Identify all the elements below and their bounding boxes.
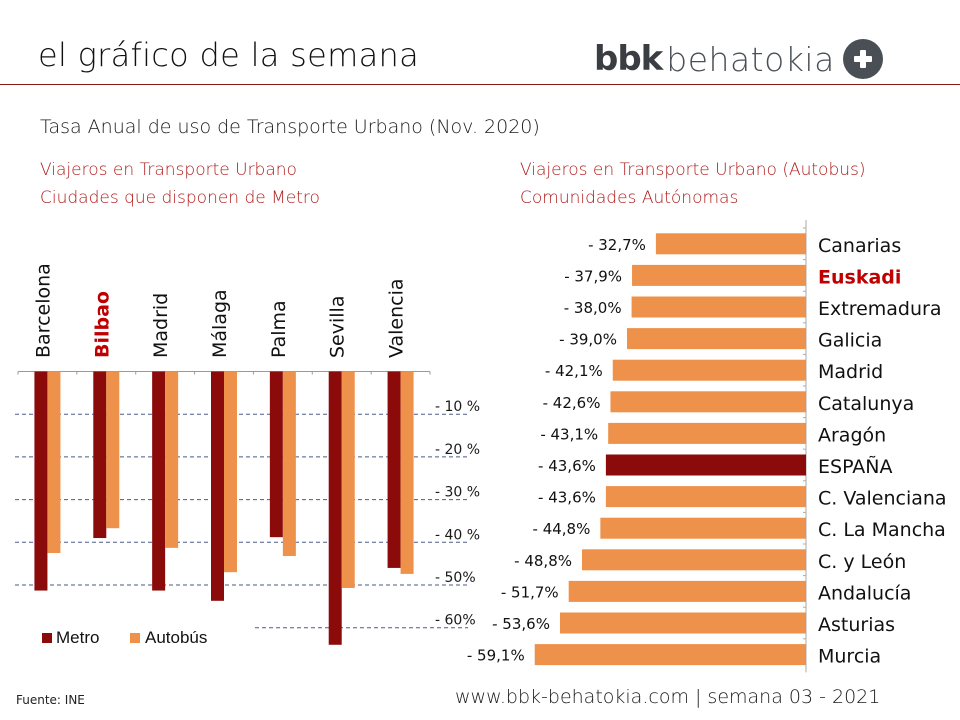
legend-label-autobus: Autobús xyxy=(145,628,207,647)
bar xyxy=(610,391,806,413)
bar-autobus xyxy=(282,371,296,556)
bar xyxy=(600,517,806,539)
y-tick-label: - 30 % xyxy=(435,485,480,501)
bar-autobus xyxy=(400,371,414,574)
category-label: Bilbao xyxy=(91,291,113,358)
data-label: - 32,7% xyxy=(588,236,646,254)
logo-behatokia: behatokia xyxy=(666,39,835,79)
category-label: Canarias xyxy=(818,235,901,257)
right-panel-line1: Viajeros en Transporte Urbano (Autobus) xyxy=(520,160,866,180)
bar-metro xyxy=(387,371,401,568)
category-label: Asturias xyxy=(818,614,895,636)
bar-autobus xyxy=(165,371,179,548)
bar xyxy=(612,359,806,381)
data-label: - 37,9% xyxy=(564,267,622,285)
data-label: - 43,6% xyxy=(538,489,596,507)
bar-autobus xyxy=(47,371,61,553)
page-title: el gráfico de la semana xyxy=(38,36,419,74)
bar-autobus xyxy=(224,371,237,573)
category-label: Madrid xyxy=(818,361,883,383)
regions-bus-chart: - 32,7% Canarias - 37,9% Euskadi - 38,0% Extr… xyxy=(467,220,947,673)
data-label: - 39,0% xyxy=(559,331,617,349)
category-label: Barcelona xyxy=(32,263,54,358)
bar-metro xyxy=(93,371,107,539)
legend-swatch-autobus xyxy=(130,633,140,643)
data-label: - 59,1% xyxy=(467,647,525,665)
bar-autobus xyxy=(341,371,355,588)
brand-logo: bbk behatokia xyxy=(594,38,883,80)
bar xyxy=(559,612,806,634)
category-label: Galicia xyxy=(818,330,882,352)
plus-circle-icon xyxy=(842,39,883,79)
metro-cities-chart: - 10 % - 20 % - 30 % - 40 % - 50% - 60% Barcel… xyxy=(15,263,480,647)
category-label: C. y León xyxy=(818,551,906,573)
data-label: - 42,6% xyxy=(543,394,601,412)
category-label: Aragón xyxy=(818,424,886,446)
y-tick-label: - 10 % xyxy=(435,399,480,415)
category-label: Málaga xyxy=(209,289,231,358)
data-label: - 38,0% xyxy=(564,299,622,317)
data-label: - 48,8% xyxy=(514,552,572,570)
bar xyxy=(605,454,806,476)
bar xyxy=(631,296,806,318)
bar-metro xyxy=(328,371,342,645)
y-tick-label: - 40 % xyxy=(435,527,480,543)
category-label: Extremadura xyxy=(818,298,942,320)
data-label: - 44,8% xyxy=(533,520,591,538)
category-label: Euskadi xyxy=(818,266,901,288)
category-label: C. La Mancha xyxy=(818,519,946,541)
bar xyxy=(608,422,806,444)
left-panel-line1: Viajeros en Transporte Urbano xyxy=(40,160,297,180)
header-divider xyxy=(0,84,960,85)
bar xyxy=(626,328,806,350)
legend-swatch-metro xyxy=(42,633,52,643)
data-label: - 53,6% xyxy=(492,615,550,633)
category-label: Catalunya xyxy=(818,393,914,415)
bar-autobus xyxy=(106,371,120,529)
logo-bbk: bbk xyxy=(594,39,663,79)
bar-metro xyxy=(152,371,166,591)
data-label: - 42,1% xyxy=(545,362,603,380)
footer-site-week: www.bbk-behatokia.com | semana 03 - 2021 xyxy=(455,686,881,708)
bar-metro xyxy=(269,371,283,538)
y-tick-label: - 60% xyxy=(435,613,476,629)
bar xyxy=(605,486,806,508)
bar xyxy=(582,549,806,571)
category-label: ESPAÑA xyxy=(818,455,893,478)
y-tick-label: - 20 % xyxy=(435,442,480,458)
left-panel-heading: Viajeros en Transporte Urbano Ciudades q… xyxy=(40,156,320,212)
data-label: - 43,6% xyxy=(538,457,596,475)
footer-source: Fuente: INE xyxy=(16,693,85,707)
bar-metro xyxy=(211,371,224,601)
bar xyxy=(534,644,806,666)
data-label: - 51,7% xyxy=(501,583,559,601)
right-panel-line2: Comunidades Autónomas xyxy=(520,188,739,208)
category-label: Valencia xyxy=(386,278,408,358)
category-label: Madrid xyxy=(150,293,172,358)
bar xyxy=(568,580,806,602)
category-label: Sevilla xyxy=(327,296,349,358)
left-panel-line2: Ciudades que disponen de Metro xyxy=(40,188,320,208)
legend-label-metro: Metro xyxy=(56,628,99,647)
bar xyxy=(632,264,806,286)
category-label: Murcia xyxy=(818,646,881,668)
data-label: - 43,1% xyxy=(540,425,598,443)
bar-metro xyxy=(34,371,48,591)
right-panel-heading: Viajeros en Transporte Urbano (Autobus) … xyxy=(520,156,866,212)
category-label: Andalucía xyxy=(818,582,911,604)
category-label: C. Valenciana xyxy=(818,488,947,510)
chart-subtitle: Tasa Anual de uso de Transporte Urbano (… xyxy=(40,116,540,138)
bar xyxy=(655,233,806,255)
category-label: Palma xyxy=(268,300,290,358)
y-tick-label: - 50% xyxy=(435,570,476,586)
